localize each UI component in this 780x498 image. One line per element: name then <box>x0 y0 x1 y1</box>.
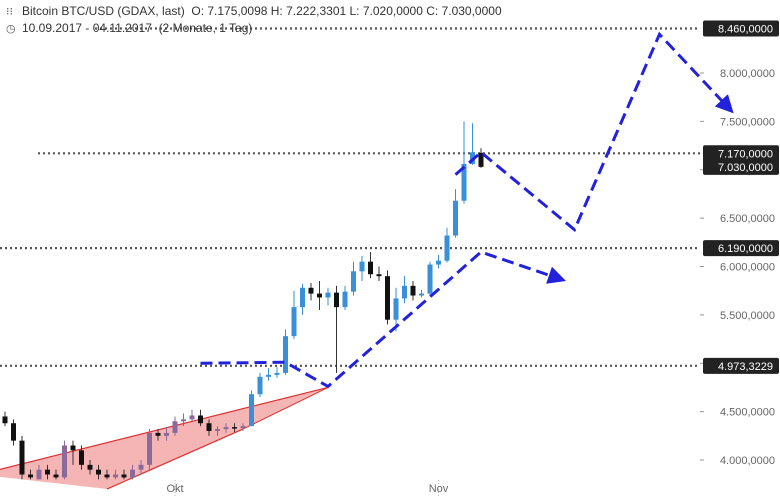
candle-body <box>87 464 93 470</box>
candle-body <box>325 292 331 298</box>
wedge-lower-line <box>106 428 244 490</box>
projection-upper-path <box>454 31 734 233</box>
y-tick-label: 7.500,0000 <box>720 116 775 128</box>
y-tick-label: 4.500,0000 <box>720 407 775 419</box>
candle-body <box>164 432 169 436</box>
candle-body <box>62 445 67 478</box>
candle-body <box>359 261 365 272</box>
y-tick-label: 8.000,0000 <box>720 68 775 80</box>
price-axis: 4.000,00004.500,00005.000,00005.500,0000… <box>700 68 775 467</box>
candle-body <box>206 423 212 431</box>
horizontal-levels <box>0 27 700 367</box>
candle-body <box>121 474 127 478</box>
candle-body <box>2 416 8 424</box>
chart-header-line2: ◷ 10.09.2017 - 04.11.2017 (2 Monate, 1 Ta… <box>6 21 252 35</box>
candle-body <box>11 423 16 441</box>
candlesticks <box>2 121 484 480</box>
candle-body <box>257 376 263 395</box>
level-tag-label: 4.973,3229 <box>718 361 773 373</box>
candle-body <box>317 293 322 298</box>
candle-body <box>427 264 433 294</box>
candle-body <box>138 464 144 470</box>
candle-body <box>198 415 203 424</box>
y-tick-label: 6.000,0000 <box>720 262 775 274</box>
candle-body <box>393 298 399 320</box>
candle-body <box>402 285 407 299</box>
projection-arrows <box>200 31 734 389</box>
y-tick-label: 5.500,0000 <box>720 310 775 322</box>
x-tick-label: Nov <box>429 483 449 495</box>
time-axis: Okt Nov <box>166 480 449 498</box>
last-price-tag-label: 7.030,0000 <box>718 162 773 174</box>
candle-body <box>385 276 390 320</box>
candle-body <box>308 287 314 294</box>
candle-body <box>266 374 271 377</box>
wedge-upper-line <box>0 386 329 471</box>
x-tick-label: Okt <box>166 483 183 495</box>
candle-body <box>53 474 59 478</box>
candle-body <box>172 421 178 433</box>
candle-body <box>147 432 152 465</box>
candle-body <box>478 152 484 167</box>
candle-body <box>104 474 110 478</box>
price-tags: 7.030,0000 8.460,0000 7.170,0000 6.190,0000… <box>703 20 779 374</box>
candle-body <box>300 287 305 308</box>
candle-body <box>240 426 246 429</box>
candle-body <box>223 427 229 430</box>
candle-body <box>70 445 76 451</box>
candles-icon: ⁝⁝ <box>6 6 13 18</box>
candle-body <box>461 163 467 201</box>
clock-icon: ◷ <box>6 23 16 35</box>
period: (2 Monate, 1 Tag) <box>158 21 253 35</box>
candle-body <box>189 415 195 420</box>
candle-body <box>342 291 348 308</box>
candle-body <box>113 474 118 478</box>
level-tag-label: 6.190,0000 <box>718 243 773 255</box>
candle-body <box>130 469 135 478</box>
candle-body <box>274 372 280 375</box>
candle-body <box>410 285 416 296</box>
candle-body <box>19 440 25 475</box>
candle-body <box>96 469 101 475</box>
candle-body <box>36 469 42 480</box>
level-tag-bg <box>703 145 779 162</box>
instrument-name: Bitcoin BTC/USD (GDAX, last) <box>22 4 185 18</box>
candle-body <box>283 336 288 373</box>
candle-body <box>79 450 84 465</box>
candle-body <box>376 274 382 277</box>
candle-body <box>291 307 297 337</box>
candle-body <box>249 394 254 427</box>
candle-body <box>28 474 33 478</box>
y-tick-label: 6.500,0000 <box>720 213 775 225</box>
level-tag-bg <box>703 20 779 37</box>
date-range: 10.09.2017 - 04.11.2017 <box>22 21 152 35</box>
level-tag-label: 7.170,0000 <box>718 148 773 160</box>
level-tag-bg <box>703 240 779 257</box>
level-tag-bg <box>703 357 779 374</box>
candle-body <box>215 429 220 431</box>
wedge-close-line <box>242 386 329 430</box>
candle-body <box>155 432 161 436</box>
candle-body <box>334 292 339 308</box>
candle-body <box>45 469 50 475</box>
candle-body <box>181 419 186 422</box>
candle-body <box>453 200 458 236</box>
ohlc-values: O: 7.175,0098 H: 7.222,3301 L: 7.020,000… <box>191 4 502 18</box>
last-price-tag-bg <box>703 158 779 175</box>
level-tag-label: 8.460,0000 <box>718 23 773 35</box>
candle-body <box>419 293 424 296</box>
candle-body <box>351 271 356 292</box>
chart-header-line1: ⁝⁝ Bitcoin BTC/USD (GDAX, last) O: 7.175,… <box>6 4 502 18</box>
projection-lower-path <box>200 250 567 389</box>
candle-body <box>444 235 450 261</box>
candle-body <box>232 427 237 429</box>
candle-body <box>436 260 441 265</box>
y-tick-label: 4.000,0000 <box>720 455 775 467</box>
candle-body <box>368 261 373 275</box>
